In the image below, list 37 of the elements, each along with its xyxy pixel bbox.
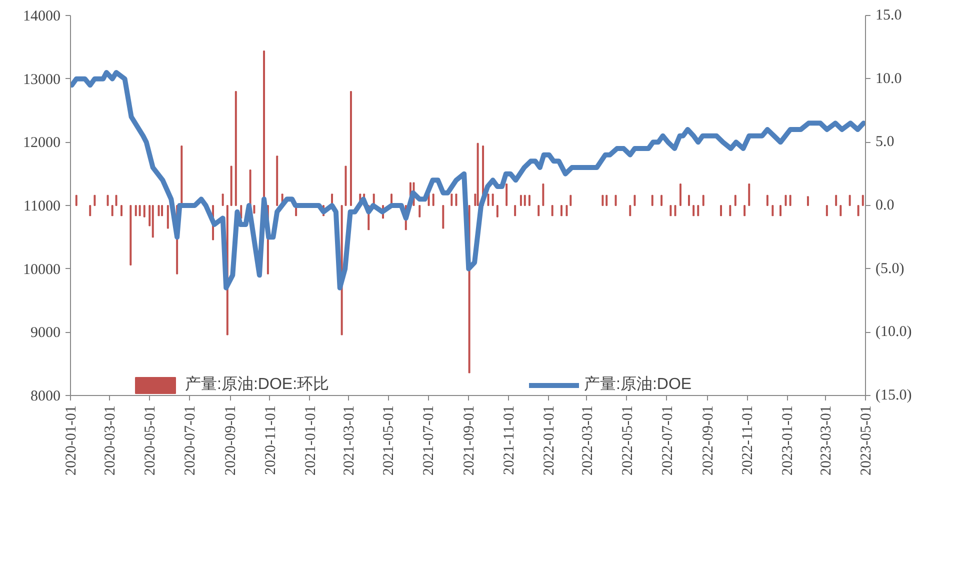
y-tick-label: 10000 [23,262,60,278]
y2-tick-label: 10.0 [876,70,902,87]
x-tick-label: 2020-01-01 [64,405,80,476]
y2-tick-label: (15.0) [876,388,912,404]
x-tick-label: 2021-01-01 [302,405,319,476]
x-tick-label: 2020-09-01 [223,405,240,476]
x-tick-label: 2021-11-01 [502,405,518,475]
x-tick-label: 2021-05-01 [381,405,398,476]
x-tick-label: 2022-01-01 [541,405,558,476]
x-tick-label: 2022-03-01 [580,405,596,476]
y2-tick-label: 15.0 [876,8,902,24]
x-tick-label: 2020-11-01 [262,405,279,475]
y2-tick-label: 5.0 [876,134,894,150]
x-tick-label: 2021-07-01 [421,405,438,476]
y-tick-label: 14000 [23,8,60,24]
x-tick-label: 2020-03-01 [102,405,119,476]
y-tick-label: 12000 [23,135,60,152]
x-tick-label: 2020-05-01 [142,405,159,476]
legend-label: 产量:原油:DOE:环比 [185,374,330,395]
y-tick-label: 9000 [30,325,60,342]
y-tick-label: 11000 [24,198,61,214]
legend-label: 产量:原油:DOE [584,374,692,395]
y2-tick-label: 0.0 [876,198,894,214]
x-tick-label: 2023-05-01 [858,405,874,476]
x-tick-label: 2023-01-01 [780,405,796,476]
x-tick-label: 2022-09-01 [700,405,716,476]
x-tick-label: 2021-03-01 [341,405,358,476]
y2-tick-label: (10.0) [876,324,912,340]
x-tick-label: 2020-07-01 [182,405,198,476]
y2-tick-label: (5.0) [876,260,904,277]
y-tick-label: 8000 [30,388,60,404]
x-tick-label: 2022-05-01 [620,405,636,476]
x-tick-label: 2023-03-01 [818,405,835,476]
x-tick-label: 2022-11-01 [740,405,756,475]
x-tick-label: 2021-09-01 [462,405,478,476]
y-tick-label: 13000 [23,72,60,88]
x-tick-label: 2022-07-01 [660,405,676,476]
